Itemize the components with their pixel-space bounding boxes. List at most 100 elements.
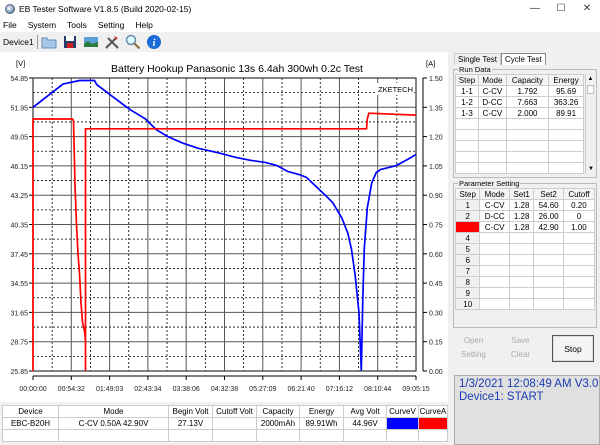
parameter-cell[interactable] xyxy=(508,287,535,299)
parameter-cell[interactable] xyxy=(533,243,564,255)
step-cell[interactable]: 7 xyxy=(454,265,481,277)
curve-v-swatch[interactable] xyxy=(386,417,419,430)
parameter-cell[interactable]: D-CC xyxy=(479,210,510,222)
maximize-button[interactable]: ☐ xyxy=(556,3,566,14)
parameter-cell[interactable] xyxy=(533,276,564,288)
parameter-cell[interactable] xyxy=(479,276,510,288)
step-cell[interactable]: 8 xyxy=(454,276,481,288)
parameter-cell[interactable] xyxy=(508,243,535,255)
parameter-row[interactable]: 8 xyxy=(454,276,596,288)
search-icon[interactable] xyxy=(125,34,141,50)
voltage-current-chart[interactable]: Battery Hookup Panasonic 13s 6.4ah 300wh… xyxy=(0,52,448,402)
menu-tools[interactable]: Tools xyxy=(67,19,87,30)
parameter-cell[interactable]: 54.60 xyxy=(533,199,564,211)
parameter-cell[interactable]: 0.20 xyxy=(562,199,596,211)
parameter-row[interactable]: 6 xyxy=(454,254,596,266)
tab-single-test[interactable]: Single Test xyxy=(454,53,501,65)
step-cell[interactable]: 3 xyxy=(454,221,481,233)
open-button[interactable]: Open xyxy=(463,336,484,345)
step-cell[interactable]: 5 xyxy=(454,243,481,255)
parameter-row[interactable]: 9 xyxy=(454,287,596,299)
curve-a-swatch[interactable] xyxy=(418,417,448,430)
parameter-cell[interactable] xyxy=(562,276,596,288)
scroll-up-icon[interactable]: ▲ xyxy=(587,76,594,82)
table-row[interactable] xyxy=(454,151,584,163)
parameter-cell[interactable] xyxy=(479,265,510,277)
step-cell[interactable]: 10 xyxy=(454,298,481,310)
parameter-cell[interactable]: 1.00 xyxy=(562,221,596,233)
parameter-cell[interactable]: 42.90 xyxy=(533,221,564,233)
scroll-thumb[interactable] xyxy=(587,85,594,94)
parameter-cell[interactable]: C-CV xyxy=(479,221,510,233)
setting-button[interactable]: Setting xyxy=(461,350,486,359)
minimize-button[interactable]: — xyxy=(530,3,540,14)
column-header[interactable]: Capacity xyxy=(505,74,550,86)
save-button[interactable]: Save xyxy=(511,336,530,345)
parameter-table[interactable]: Step Mode Set1 Set2 Cutoff 1 C-CV 1.28 54.60 0.20… xyxy=(454,188,596,310)
parameter-cell[interactable] xyxy=(562,287,596,299)
parameter-cell[interactable] xyxy=(533,298,564,310)
parameter-cell[interactable] xyxy=(508,276,535,288)
parameter-cell[interactable] xyxy=(508,265,535,277)
parameter-row[interactable]: 5 xyxy=(454,243,596,255)
table-row[interactable]: 1-2 D-CC 7.663 363.26 xyxy=(454,96,584,108)
menu-system[interactable]: System xyxy=(27,19,57,30)
tools-icon[interactable] xyxy=(104,34,120,50)
column-header[interactable]: Mode xyxy=(478,74,507,86)
table-row[interactable]: 1-3 C-CV 2.000 89.91 xyxy=(454,107,584,119)
parameter-cell[interactable] xyxy=(479,254,510,266)
parameter-cell[interactable] xyxy=(533,265,564,277)
table-row[interactable] xyxy=(454,129,584,141)
parameter-cell[interactable] xyxy=(508,254,535,266)
parameter-row[interactable]: 1 C-CV 1.28 54.60 0.20 xyxy=(454,199,596,211)
parameter-cell[interactable] xyxy=(562,298,596,310)
parameter-cell[interactable] xyxy=(479,232,510,244)
step-cell[interactable]: 2 xyxy=(454,210,481,222)
scroll-down-icon[interactable]: ▼ xyxy=(588,166,594,172)
parameter-cell[interactable] xyxy=(479,287,510,299)
parameter-cell[interactable] xyxy=(533,232,564,244)
table-row[interactable]: EBC-B20H C-CV 0.50A 42.90V 27.13V 2000mAh 89… xyxy=(2,417,448,430)
parameter-cell[interactable]: 26.00 xyxy=(533,210,564,222)
parameter-cell[interactable] xyxy=(562,243,596,255)
save-disk-icon[interactable] xyxy=(62,34,78,50)
parameter-row[interactable]: 10 xyxy=(454,298,596,310)
image-icon[interactable] xyxy=(83,34,99,50)
column-header[interactable]: Energy xyxy=(548,74,584,86)
parameter-cell[interactable]: C-CV xyxy=(479,199,510,211)
parameter-cell[interactable] xyxy=(562,265,596,277)
step-cell[interactable]: 4 xyxy=(454,232,481,244)
parameter-cell[interactable] xyxy=(562,232,596,244)
parameter-cell[interactable]: 0 xyxy=(562,210,596,222)
parameter-cell[interactable] xyxy=(533,254,564,266)
parameter-cell[interactable] xyxy=(479,243,510,255)
tab-cycle-test[interactable]: Cycle Test xyxy=(501,53,546,65)
parameter-row[interactable]: 2 D-CC 1.28 26.00 0 xyxy=(454,210,596,222)
run-data-scrollbar[interactable]: ▲ ▼ xyxy=(585,74,595,174)
menu-file[interactable]: File xyxy=(3,19,17,30)
clear-button[interactable]: Clear xyxy=(510,350,531,359)
parameter-cell[interactable]: 1.28 xyxy=(508,199,535,211)
open-folder-icon[interactable] xyxy=(41,34,57,50)
menu-help[interactable]: Help xyxy=(135,19,153,30)
table-row[interactable] xyxy=(454,118,584,130)
info-icon[interactable]: i xyxy=(146,34,162,50)
parameter-cell[interactable] xyxy=(479,298,510,310)
table-row[interactable]: 1-1 C-CV 1.792 95.69 xyxy=(454,85,584,97)
parameter-row[interactable]: 7 xyxy=(454,265,596,277)
step-cell[interactable]: 6 xyxy=(454,254,481,266)
parameter-cell[interactable]: 1.28 xyxy=(508,221,535,233)
menu-setting[interactable]: Setting xyxy=(97,19,125,30)
parameter-row[interactable]: 3 C-CV 1.28 42.90 1.00 xyxy=(454,221,596,233)
step-cell[interactable]: 1 xyxy=(454,199,481,211)
parameter-cell[interactable] xyxy=(508,298,535,310)
parameter-cell[interactable]: 1.28 xyxy=(508,210,535,222)
column-header[interactable]: Step xyxy=(454,74,480,86)
table-row[interactable] xyxy=(454,162,584,174)
parameter-cell[interactable] xyxy=(562,254,596,266)
parameter-row[interactable]: 4 xyxy=(454,232,596,244)
device-tab[interactable]: Device1 xyxy=(3,35,38,49)
parameter-cell[interactable] xyxy=(508,232,535,244)
close-button[interactable]: ✕ xyxy=(582,3,592,14)
step-cell[interactable]: 9 xyxy=(454,287,481,299)
